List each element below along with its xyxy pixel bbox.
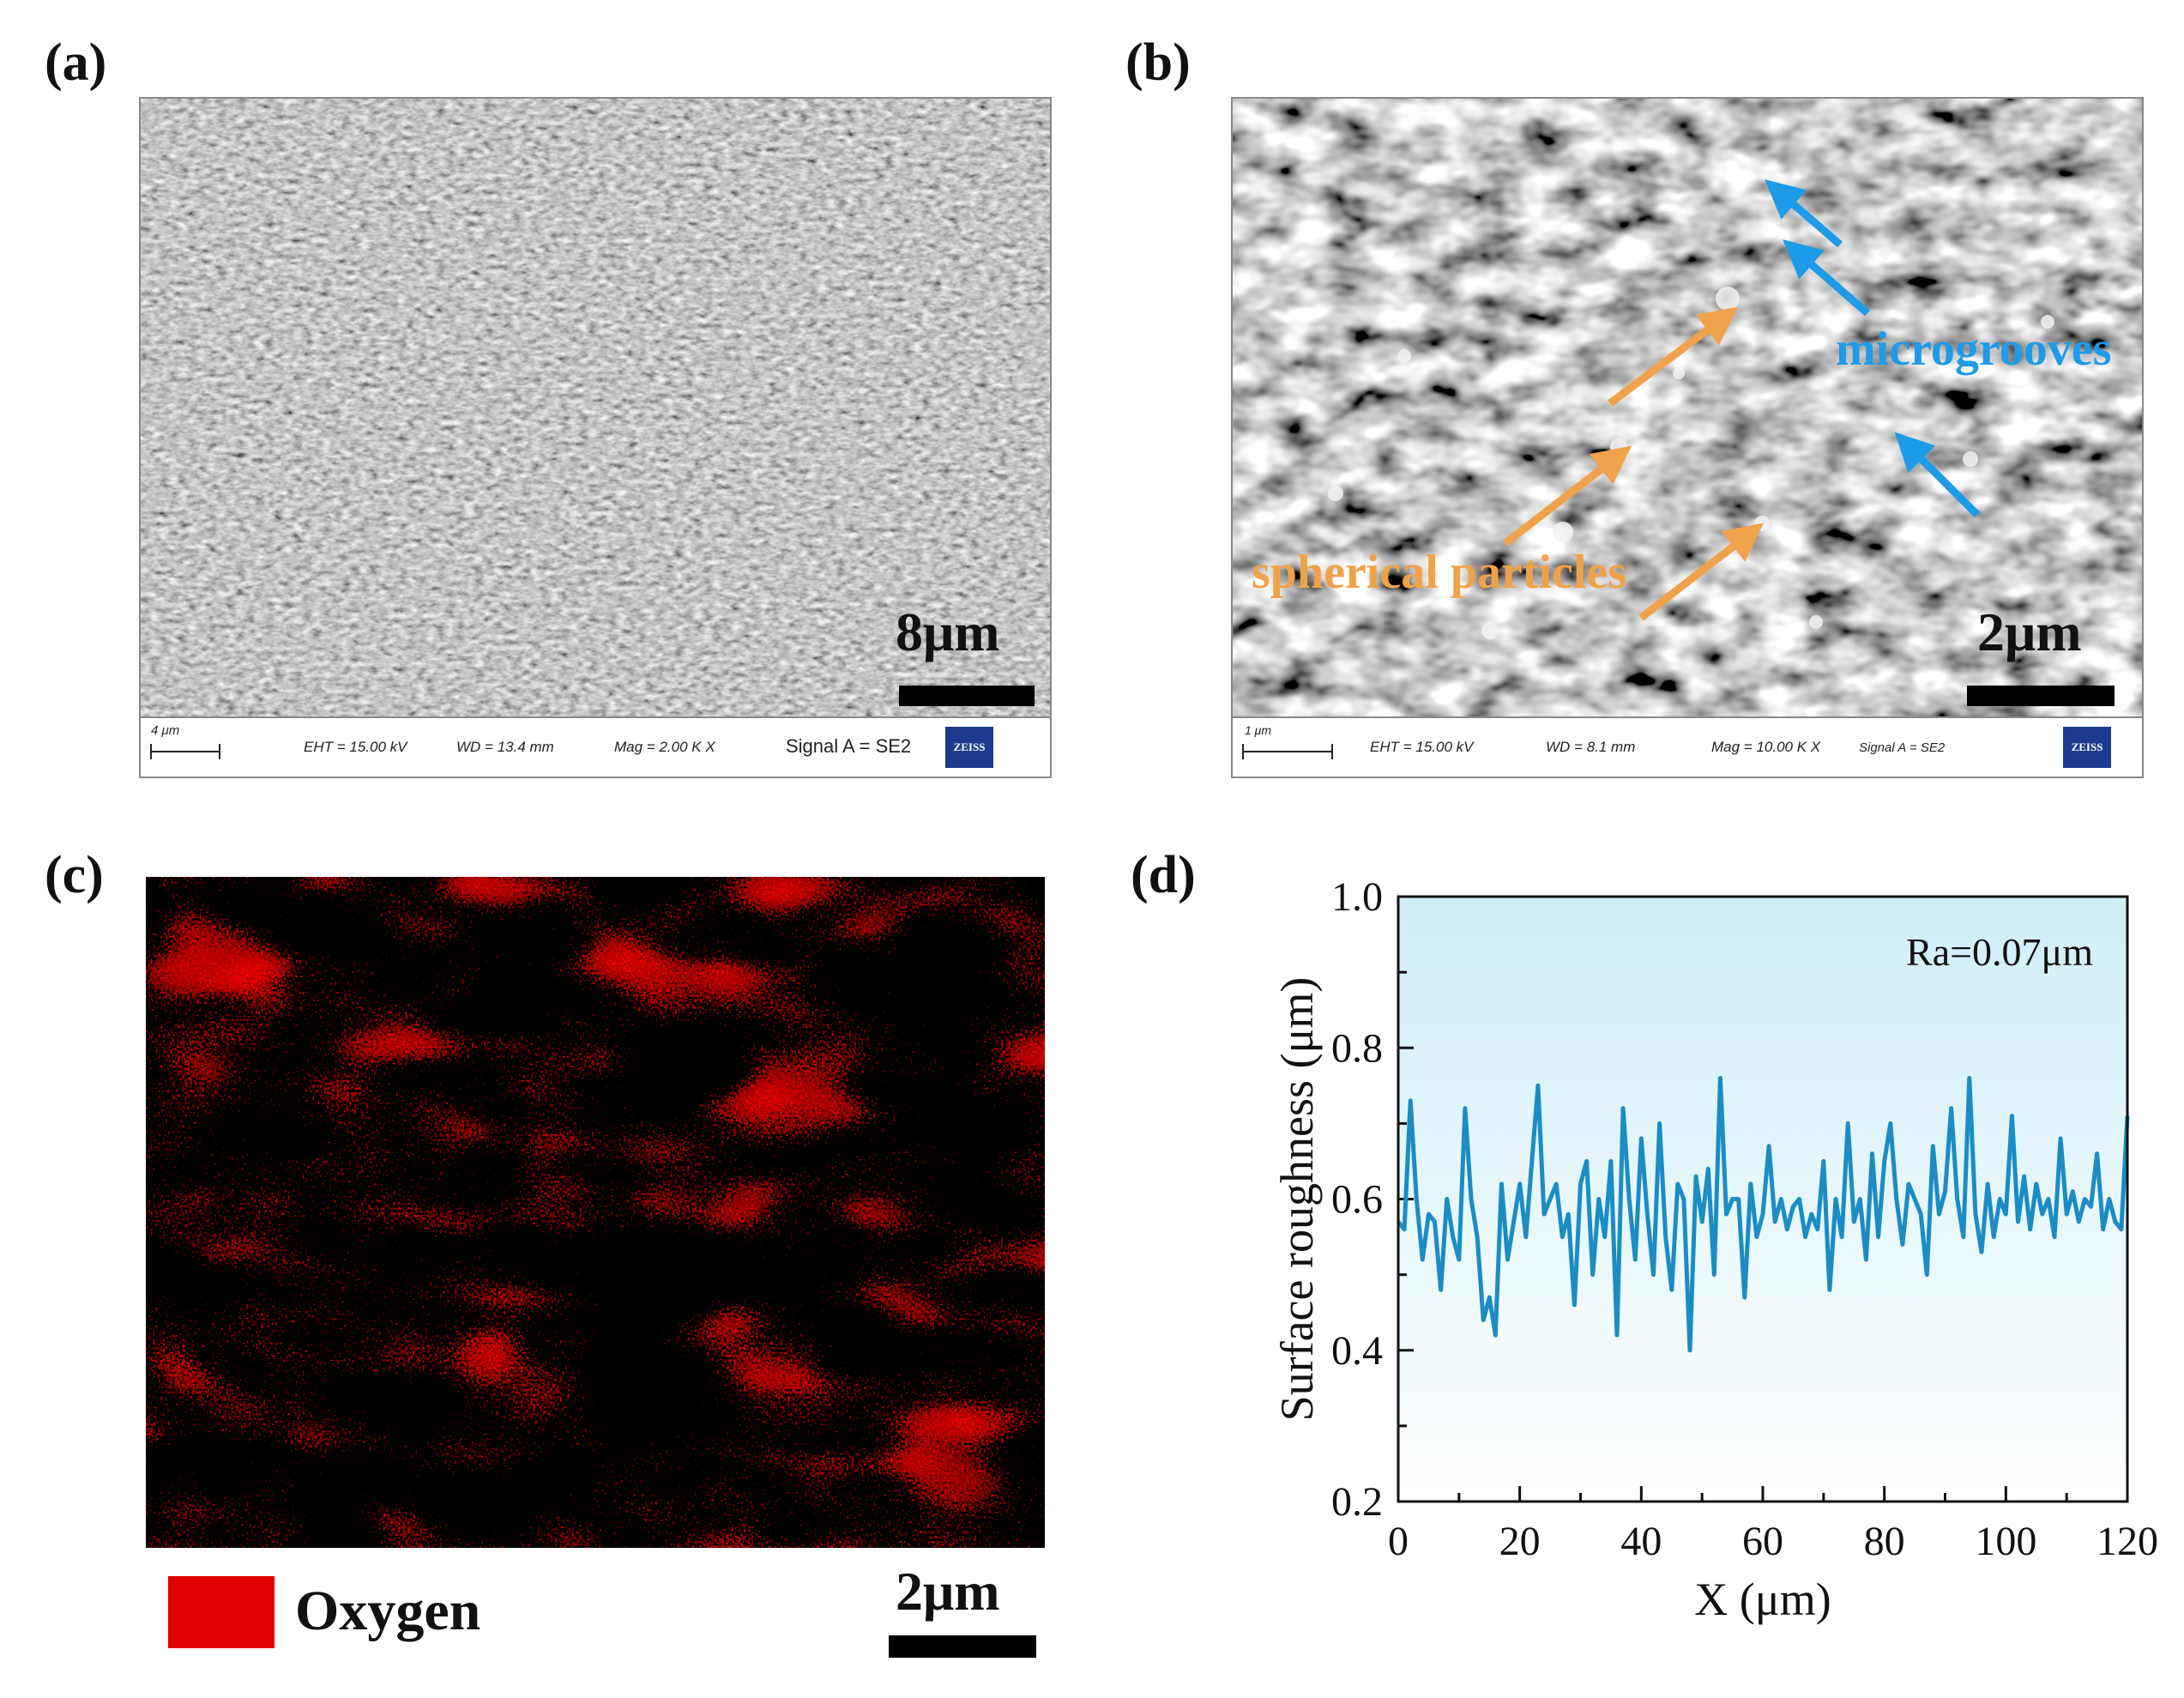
y-tick-label-0.8: 0.8 [1331,1025,1383,1071]
annotation-microgrooves: microgrooves [1836,323,2112,376]
sem-image-b: microgrooves spherical particles 2μm 1 μ… [1231,97,2144,778]
eds-texture-c [146,877,1045,1548]
scale-label-b: 2μm [1977,601,2082,662]
scale-bar-c [889,1635,1036,1658]
sem-texture-b [1233,99,2142,718]
info-wd-b: WD = 8.1 mm [1546,739,1636,755]
panel-label-c: (c) [45,846,104,904]
y-tick-label-1: 1.0 [1331,874,1383,920]
info-eht-a: EHT = 15.00 kV [304,739,407,755]
eds-map-c [146,877,1045,1548]
info-bar-a: 4 μm EHT = 15.00 kV WD = 13.4 mm Mag = 2… [141,716,1050,776]
info-scale-icon-b [1242,744,1333,759]
scale-bar-b [1967,686,2115,706]
x-tick-label-60: 60 [1742,1519,1783,1564]
x-tick-label-120: 120 [2097,1519,2158,1564]
scale-bar-a [899,686,1035,706]
x-tick-label-80: 80 [1864,1519,1905,1564]
y-tick-label-0.4: 0.4 [1331,1328,1383,1374]
panel-label-b: (b) [1125,33,1191,92]
zeiss-logo-b: ZEISS [2063,727,2111,768]
info-bar-length-b: 1 μm [1245,723,1272,737]
sem-image-a: 8μm 4 μm EHT = 15.00 kV WD = 13.4 mm Mag… [139,97,1052,778]
info-mag-a: Mag = 2.00 K X [614,739,715,755]
info-signal-b: Signal A = SE2 [1859,740,1946,755]
x-tick-label-40: 40 [1620,1519,1662,1564]
ra-annotation: Ra=0.07μm [1906,930,2093,974]
scale-label-c: 2μm [896,1561,1000,1622]
x-tick-label-100: 100 [1975,1519,2036,1564]
info-signal-a: Signal A = SE2 [786,735,912,757]
info-eht-b: EHT = 15.00 kV [1370,739,1474,755]
sem-texture-a [141,99,1050,718]
panel-label-d: (d) [1131,846,1196,904]
legend-label-oxygen: Oxygen [295,1580,481,1642]
zeiss-logo-a: ZEISS [945,727,993,768]
info-wd-a: WD = 13.4 mm [456,739,554,755]
info-bar-b: 1 μm EHT = 15.00 kV WD = 8.1 mm Mag = 10… [1233,716,2142,776]
y-tick-label-0.2: 0.2 [1331,1479,1383,1525]
x-tick-label-20: 20 [1499,1519,1541,1564]
info-scale-icon-a [150,744,220,759]
roughness-chart: 0 20 40 60 80 100 120 0.2 0.4 0.6 0.8 1.0 Ra=0.07μm… [1271,874,2158,1625]
plot-frame [1397,895,2129,1503]
y-axis-label: Surface roughness (μm) [1271,977,1323,1422]
legend-swatch-oxygen [168,1576,275,1648]
info-bar-length-a: 4 μm [151,723,180,738]
info-mag-b: Mag = 10.00 K X [1711,739,1821,755]
panel-label-a: (a) [45,33,107,92]
scale-label-a: 8μm [896,601,1000,662]
y-tick-label-0.6: 0.6 [1331,1177,1383,1223]
x-tick-label-0: 0 [1388,1519,1409,1564]
x-axis-label: X (μm) [1694,1574,1831,1625]
series-line-profile [1397,1076,2130,1353]
annotation-spherical-particles: spherical particles [1252,546,1627,599]
particles-b [1328,247,2054,639]
